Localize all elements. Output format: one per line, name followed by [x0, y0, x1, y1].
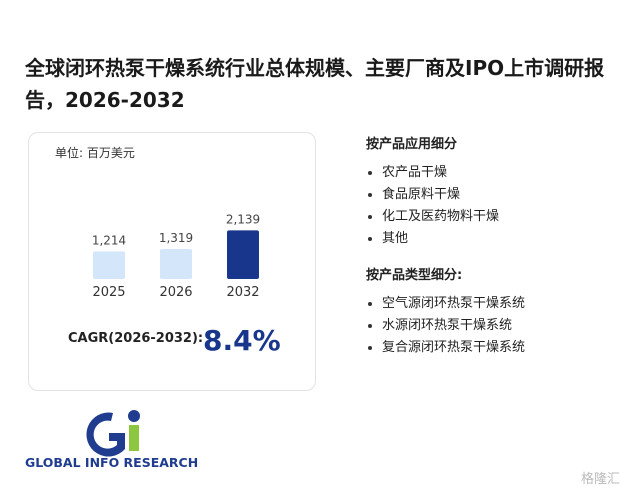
segment-item: 复合源闭环热泵干燥系统	[366, 337, 616, 359]
watermark: 格隆汇	[580, 472, 620, 487]
logo-text: GLOBAL INFO RESEARCH	[25, 455, 198, 470]
segment: 按产品类型细分: 空气源闭环热泵干燥系统 水源闭环热泵干燥系统 复合源闭环热泵干燥系统	[366, 264, 616, 359]
chart: 单位: 百万美元 CAGR(2026-2032): 8.4% 1,214 2025…	[55, 145, 281, 357]
segment-item: 其他	[366, 228, 616, 250]
x-tick-label: 2025	[92, 285, 125, 300]
value-label: 1,214	[92, 233, 126, 247]
cagr-label: CAGR(2026-2032):	[68, 331, 203, 346]
segment-item: 空气源闭环热泵干燥系统	[366, 293, 616, 315]
segment-heading: 按产品应用细分	[366, 137, 458, 152]
x-tick-label: 2032	[226, 285, 259, 300]
logo-dot	[128, 410, 140, 422]
bar	[227, 230, 259, 279]
segment-item: 水源闭环热泵干燥系统	[366, 315, 616, 337]
bar	[93, 251, 125, 279]
segment-item: 农产品干燥	[366, 162, 616, 184]
segment-list: 空气源闭环热泵干燥系统 水源闭环热泵干燥系统 复合源闭环热泵干燥系统	[366, 293, 616, 359]
x-tick-label: 2026	[159, 285, 192, 300]
title: 全球闭环热泵干燥系统行业总体规模、主要厂商及IPO上市调研报告，2026-203…	[25, 56, 605, 112]
logo: GLOBAL INFO RESEARCH	[25, 410, 198, 470]
segment-list: 农产品干燥 食品原料干燥 化工及医药物料干燥 其他	[366, 162, 616, 250]
bar	[160, 249, 192, 279]
value-label: 2,139	[226, 212, 260, 226]
segment: 按产品应用细分农产品干燥 食品原料干燥 化工及医药物料干燥 其他	[366, 133, 616, 250]
logo-g	[86, 412, 125, 457]
value-label: 1,319	[159, 231, 193, 245]
segment-item: 化工及医药物料干燥	[366, 206, 616, 228]
segments: 按产品应用细分农产品干燥 食品原料干燥 化工及医药物料干燥 其他按产品类型细分: 空气源…	[366, 133, 616, 373]
segment-heading: 按产品类型细分:	[366, 268, 463, 283]
cagr-value: 8.4%	[203, 324, 281, 357]
unit-label: 单位: 百万美元	[55, 145, 135, 160]
logo-i	[129, 425, 139, 451]
chart-card	[28, 132, 316, 391]
segment-item: 食品原料干燥	[366, 184, 616, 206]
